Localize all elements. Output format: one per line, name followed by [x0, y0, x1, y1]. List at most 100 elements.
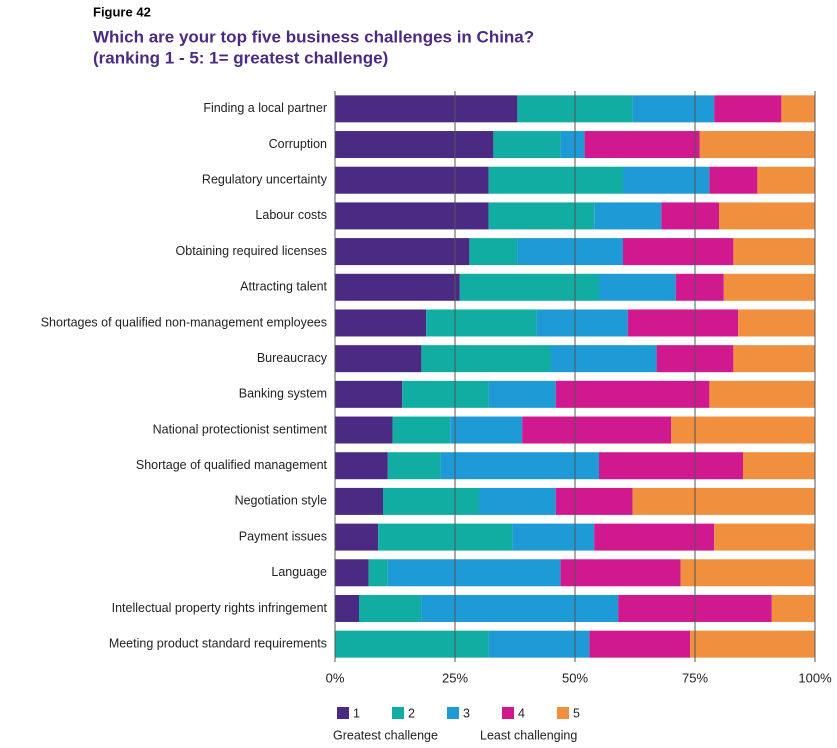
- chart-subtitle: (ranking 1 - 5: 1= greatest challenge): [93, 48, 388, 67]
- bar-segment: [675, 273, 724, 301]
- bar-segment: [488, 202, 595, 230]
- bar-segment: [335, 559, 369, 587]
- bar-segment: [335, 202, 489, 230]
- bar-segment: [488, 630, 590, 658]
- bar-segment: [738, 309, 815, 337]
- bar-segment: [450, 416, 523, 444]
- bar-segment: [488, 166, 623, 194]
- bar-segment: [757, 166, 815, 194]
- y-tick-label: Intellectual property rights infringemen…: [112, 601, 328, 615]
- bar-segment: [671, 416, 815, 444]
- bar-segment: [421, 594, 619, 622]
- bar-segment: [387, 452, 441, 480]
- y-tick-label: Corruption: [269, 137, 327, 151]
- bar-segment: [335, 95, 518, 123]
- legend-label: 2: [408, 706, 415, 720]
- legend-label: 1: [353, 706, 360, 720]
- bar-segment: [392, 416, 451, 444]
- bar-segment: [335, 523, 379, 551]
- x-tick-label: 25%: [442, 670, 468, 685]
- y-tick-label: Shortages of qualified non-management em…: [41, 315, 327, 329]
- bar-segment: [378, 523, 513, 551]
- bar-segment: [560, 559, 681, 587]
- y-tick-label: Obtaining required licenses: [176, 244, 327, 258]
- legend-label: 5: [573, 706, 580, 720]
- y-tick-label: Labour costs: [255, 208, 327, 222]
- y-tick-label: Bureaucracy: [257, 351, 328, 365]
- bar-segment: [493, 131, 561, 159]
- bar-segment: [709, 166, 758, 194]
- x-tick-label: 0%: [326, 670, 345, 685]
- legend-label: 3: [463, 706, 470, 720]
- legend-caption: Greatest challenge: [333, 728, 438, 742]
- bar-segment: [714, 523, 815, 551]
- chart-title: Which are your top five business challen…: [93, 27, 534, 46]
- bar-segment: [335, 238, 470, 266]
- bar-segment: [335, 630, 489, 658]
- bar-segment: [335, 416, 393, 444]
- y-tick-label: Meeting product standard requirements: [109, 636, 327, 650]
- y-tick-label: Language: [271, 565, 327, 579]
- bar-segment: [699, 131, 815, 159]
- bar-segment: [522, 416, 671, 444]
- legend-label: 4: [518, 706, 525, 720]
- bar-segment: [421, 345, 551, 373]
- bar-segment: [536, 309, 628, 337]
- bar-segment: [469, 238, 518, 266]
- bar-segment: [589, 630, 691, 658]
- bar-segment: [714, 95, 782, 123]
- bar-segment: [594, 202, 662, 230]
- bar-segment: [599, 273, 676, 301]
- bar-segment: [512, 523, 595, 551]
- bar-segment: [632, 95, 715, 123]
- bar-segment: [661, 202, 719, 230]
- bar-segment: [459, 273, 599, 301]
- bar-segment: [335, 345, 422, 373]
- bar-segment: [632, 487, 815, 515]
- bar-segment: [335, 452, 388, 480]
- legend-swatch: [557, 707, 569, 719]
- bar-segment: [555, 380, 710, 408]
- bar-segment: [627, 309, 739, 337]
- bar-segment: [335, 487, 383, 515]
- bar-segment: [551, 345, 657, 373]
- bar-segment: [368, 559, 388, 587]
- bar-segment: [723, 273, 815, 301]
- bar-segment: [402, 380, 489, 408]
- bar-segment: [623, 238, 734, 266]
- legend-swatch: [447, 707, 459, 719]
- bar-segment: [743, 452, 815, 480]
- bar-segment: [440, 452, 599, 480]
- bar-segment: [594, 523, 715, 551]
- bar-segment: [560, 131, 585, 159]
- bar-segment: [517, 238, 623, 266]
- bar-segment: [781, 95, 815, 123]
- legend-swatch: [392, 707, 404, 719]
- bar-segment: [733, 345, 815, 373]
- y-tick-label: Regulatory uncertainty: [202, 173, 328, 187]
- y-tick-label: Shortage of qualified management: [136, 458, 328, 472]
- bar-segment: [335, 166, 489, 194]
- bar-segment: [584, 131, 700, 159]
- bar-segment: [383, 487, 479, 515]
- bar-segment: [335, 380, 403, 408]
- y-tick-label: Payment issues: [239, 529, 327, 543]
- y-tick-label: National protectionist sentiment: [153, 422, 328, 436]
- bar-segment: [335, 594, 359, 622]
- bar-segment: [359, 594, 422, 622]
- legend-swatch: [502, 707, 514, 719]
- bar-segment: [709, 380, 815, 408]
- x-tick-label: 100%: [798, 670, 832, 685]
- y-tick-label: Negotiation style: [235, 494, 327, 508]
- y-tick-label: Finding a local partner: [203, 101, 327, 115]
- bar-segment: [335, 309, 427, 337]
- bar-segment: [690, 630, 815, 658]
- bar-segment: [771, 594, 815, 622]
- x-tick-label: 75%: [682, 670, 708, 685]
- bar-segment: [623, 166, 710, 194]
- bar-segment: [479, 487, 556, 515]
- bar-segment: [599, 452, 743, 480]
- bar-segment: [335, 131, 494, 159]
- bar-segment: [719, 202, 815, 230]
